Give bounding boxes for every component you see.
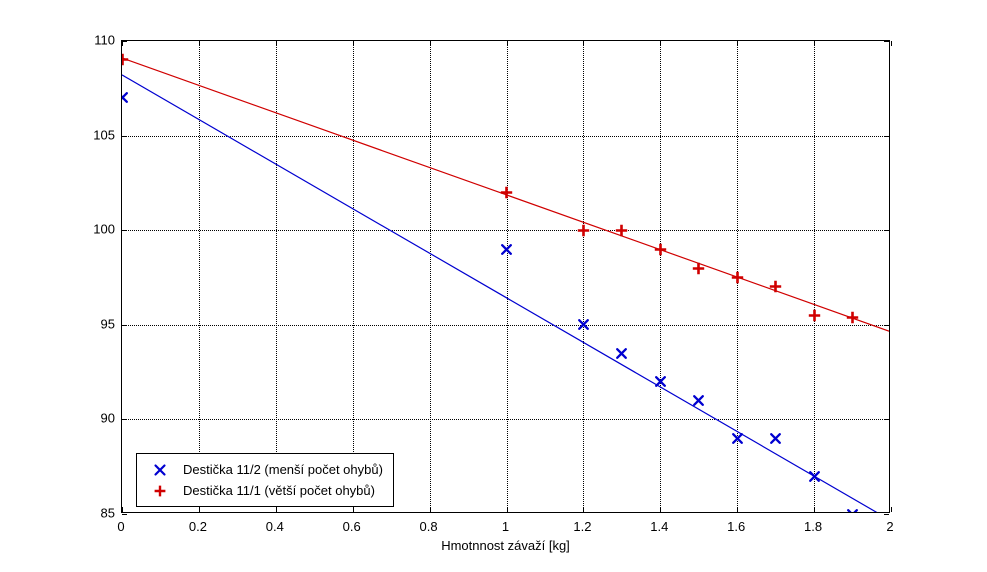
x-axis-tick bbox=[737, 507, 739, 512]
grid-line-vertical bbox=[429, 41, 431, 512]
y-tick-label: 110 bbox=[94, 32, 115, 48]
plot-box bbox=[121, 40, 892, 515]
x-axis-tick bbox=[583, 41, 585, 46]
x-axis-tick bbox=[814, 41, 816, 46]
fit-lines-layer bbox=[122, 57, 889, 512]
y-tick-label: 95 bbox=[100, 316, 115, 332]
x-axis-tick bbox=[352, 41, 354, 46]
x-tick-label: 1.2 bbox=[573, 519, 592, 534]
y-axis-tick bbox=[122, 419, 127, 421]
x-tick-label: 1 bbox=[501, 519, 510, 534]
x-tick-label: 0.6 bbox=[342, 519, 361, 534]
y-axis-tick bbox=[122, 41, 127, 42]
x-axis-tick bbox=[583, 507, 585, 512]
x-tick-label: 1.8 bbox=[804, 519, 823, 534]
x-marker-icon bbox=[145, 462, 175, 478]
y-axis-tick bbox=[884, 230, 889, 232]
y-tick-label: 105 bbox=[93, 127, 115, 143]
x-axis-tick bbox=[122, 41, 123, 46]
x-tick-label: 1.6 bbox=[727, 519, 746, 534]
x-axis-tick bbox=[275, 41, 277, 46]
y-axis-tick bbox=[122, 324, 127, 326]
plus-marker-icon bbox=[145, 483, 175, 499]
legend-item-label: Destička 11/1 (větší počet ohybů) bbox=[183, 483, 375, 498]
x-tick-label: 0.2 bbox=[188, 519, 207, 534]
grid-line-vertical bbox=[660, 41, 662, 512]
y-axis-tick bbox=[122, 230, 127, 232]
y-tick-label: 85 bbox=[100, 505, 115, 521]
grid-line-vertical bbox=[506, 41, 508, 512]
y-axis-tick bbox=[122, 514, 127, 515]
x-axis-tick bbox=[891, 41, 892, 46]
x-axis-tick bbox=[352, 507, 354, 512]
legend-box[interactable]: Destička 11/2 (menší počet ohybů) Destič… bbox=[136, 453, 394, 507]
grid-line-vertical bbox=[814, 41, 816, 512]
x-axis-tick bbox=[198, 41, 200, 46]
x-axis-title: Hmotnnost závaží [kg] bbox=[441, 538, 570, 553]
y-axis-tick bbox=[884, 324, 889, 326]
y-axis-tick bbox=[122, 135, 127, 137]
y-axis-tick bbox=[884, 419, 889, 421]
y-axis-tick bbox=[884, 135, 889, 137]
x-tick-label: 0.8 bbox=[419, 519, 438, 534]
y-axis-tick bbox=[884, 514, 889, 515]
x-axis-tick bbox=[429, 41, 431, 46]
grid-line-vertical bbox=[275, 41, 277, 512]
y-tick-label: 100 bbox=[93, 221, 115, 237]
x-axis-tick bbox=[737, 41, 739, 46]
x-axis-tick bbox=[891, 507, 892, 512]
x-axis-tick bbox=[660, 41, 662, 46]
x-axis-tick bbox=[814, 507, 816, 512]
grid-line-horizontal bbox=[122, 135, 889, 137]
grid-line-vertical bbox=[352, 41, 354, 512]
x-axis-tick bbox=[660, 507, 662, 512]
x-axis-tick bbox=[275, 507, 277, 512]
trend-line bbox=[122, 57, 889, 332]
x-axis-tick bbox=[506, 507, 508, 512]
legend-item[interactable]: Destička 11/1 (větší počet ohybů) bbox=[145, 480, 383, 501]
grid-line-vertical bbox=[583, 41, 585, 512]
legend-item-label: Destička 11/2 (menší počet ohybů) bbox=[183, 462, 383, 477]
x-tick-label: 0.4 bbox=[265, 519, 284, 534]
trend-line bbox=[122, 74, 878, 512]
grid-line-horizontal bbox=[122, 230, 889, 232]
y-tick-label: 90 bbox=[100, 410, 115, 426]
grid-line-horizontal bbox=[122, 419, 889, 421]
x-axis-tick bbox=[506, 41, 508, 46]
y-axis-tick bbox=[884, 41, 889, 42]
x-axis-tick bbox=[429, 507, 431, 512]
grid-line-horizontal bbox=[122, 324, 889, 326]
plot-area bbox=[122, 41, 889, 512]
legend-item[interactable]: Destička 11/2 (menší počet ohybů) bbox=[145, 459, 383, 480]
x-tick-label: 1.4 bbox=[650, 519, 669, 534]
x-axis-tick bbox=[122, 507, 123, 512]
x-axis-tick bbox=[198, 507, 200, 512]
grid-line-vertical bbox=[198, 41, 200, 512]
x-tick-label: 0 bbox=[117, 519, 125, 534]
x-tick-label: 2 bbox=[886, 519, 894, 534]
